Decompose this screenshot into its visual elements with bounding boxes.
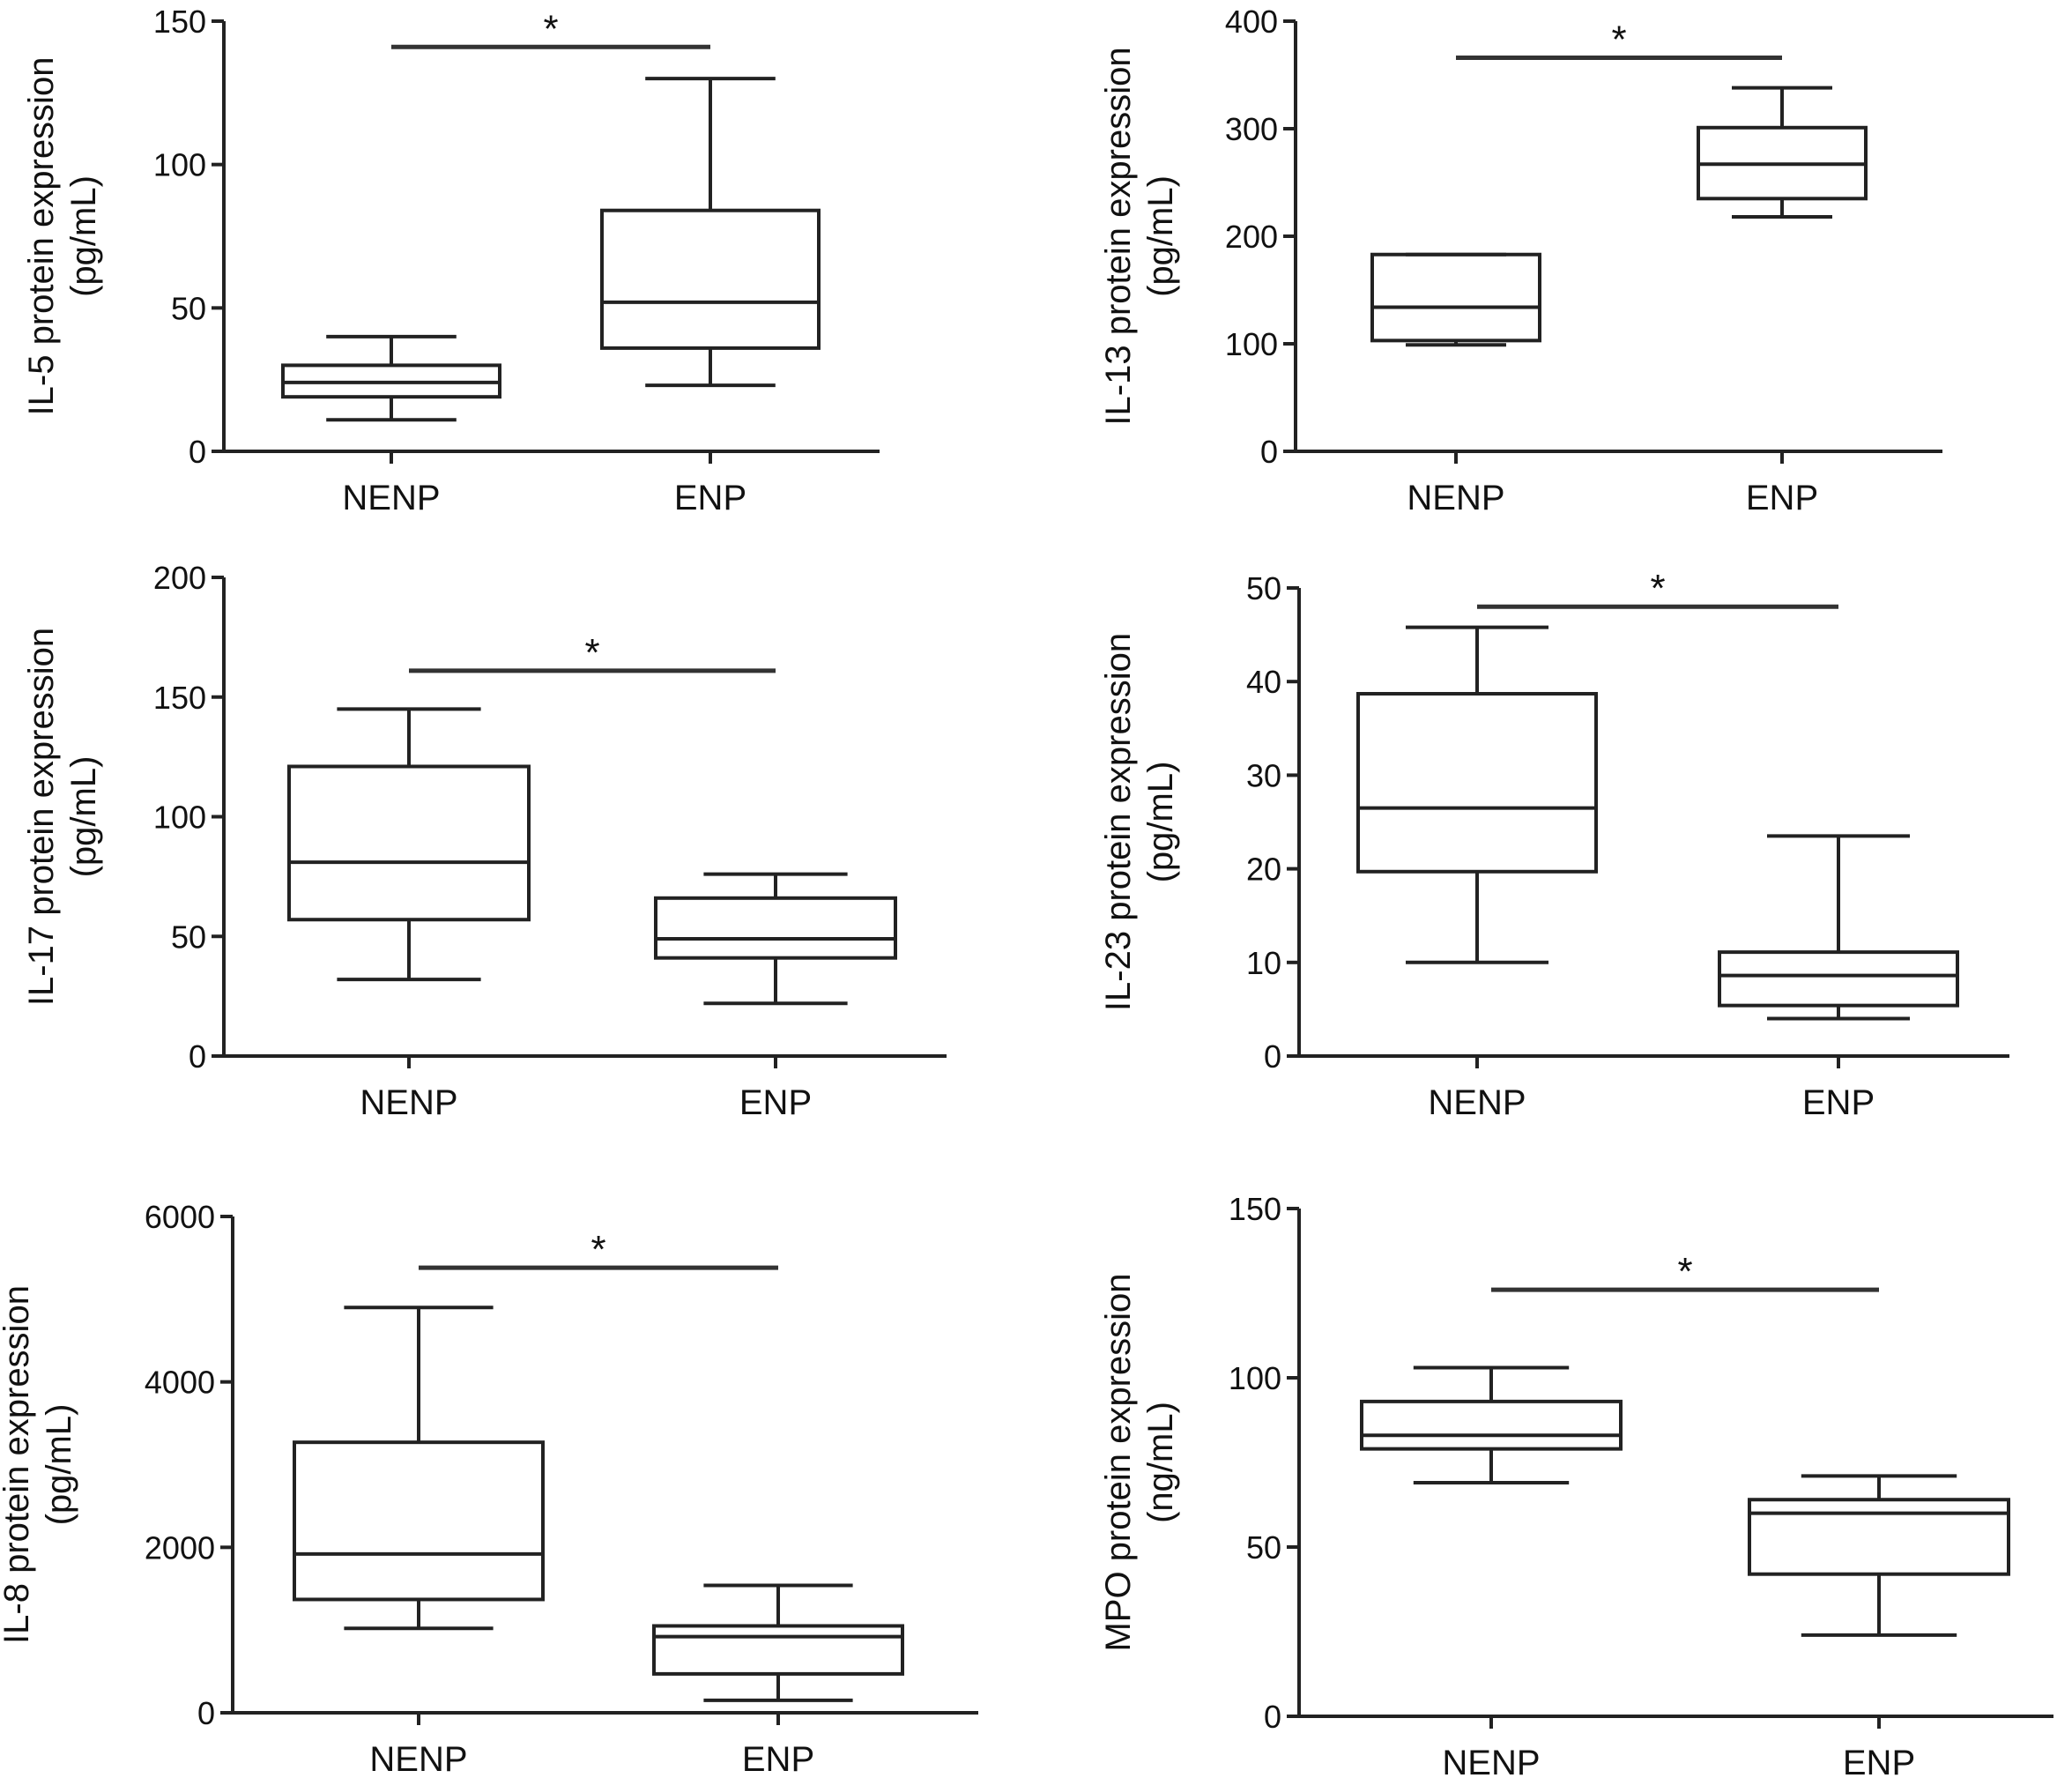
significance-star: * xyxy=(590,1228,605,1271)
y-tick-label: 400 xyxy=(1225,4,1278,40)
y-axis-label-line1: IL-8 protein expression xyxy=(0,1285,36,1644)
box-plot-enp xyxy=(1697,86,1868,219)
box-iqr xyxy=(1356,692,1598,874)
box-iqr xyxy=(1360,1399,1623,1451)
box-iqr xyxy=(600,208,821,350)
y-axis-label-line1: IL-5 protein expression xyxy=(22,57,61,416)
chart-panel: 0 50 100 150 NENP ENP * MPO protein expression(… xyxy=(1099,1191,2053,1778)
chart-panel: 0 2000 4000 6000 NENP ENP * IL-8 protein expres… xyxy=(0,1199,978,1778)
y-tick-label: 100 xyxy=(1225,326,1278,362)
y-tick-label: 0 xyxy=(197,1695,215,1731)
box-iqr xyxy=(1718,950,1959,1008)
significance-star: * xyxy=(1611,18,1626,61)
box-plot-enp xyxy=(654,872,897,1006)
y-tick-label: 100 xyxy=(1229,1360,1281,1396)
y-axis-label-line2: (ng/mL) xyxy=(1141,1402,1180,1523)
y-axis-label: IL-13 protein expression (pg/mL) xyxy=(1099,47,1180,425)
y-tick-label: 4000 xyxy=(145,1365,215,1401)
y-axis-label-line2: (pg/mL) xyxy=(1141,175,1180,297)
box-plot-nenp xyxy=(293,1306,545,1631)
y-tick-label: 0 xyxy=(189,434,206,470)
y-tick-label: 40 xyxy=(1246,664,1281,700)
x-category-label: NENP xyxy=(360,1083,457,1122)
box-plot-enp xyxy=(1748,1474,2010,1637)
box-iqr xyxy=(1370,252,1541,343)
x-category-label: NENP xyxy=(1442,1744,1540,1778)
box-plot-nenp xyxy=(1370,252,1541,347)
y-tick-label: 200 xyxy=(153,560,206,596)
y-axis-label-line2: (pg/mL) xyxy=(1141,762,1180,883)
y-tick-label: 0 xyxy=(189,1038,206,1075)
y-axis-label: IL-17 protein expression (pg/mL) xyxy=(22,628,103,1006)
y-tick-label: 150 xyxy=(153,680,206,716)
y-tick-label: 10 xyxy=(1246,945,1281,981)
chart-panel: 0 100 200 300 400 NENP ENP * IL-13 protein expre… xyxy=(1099,4,1942,517)
y-axis-label: MPO protein expression (ng/mL) xyxy=(1099,1273,1180,1651)
y-tick-label: 150 xyxy=(1229,1191,1281,1227)
box-iqr xyxy=(654,896,897,960)
y-tick-label: 0 xyxy=(1264,1699,1281,1735)
box-iqr xyxy=(652,1624,904,1676)
y-tick-label: 0 xyxy=(1264,1038,1281,1075)
significance-star: * xyxy=(1677,1250,1692,1293)
y-tick-label: 20 xyxy=(1246,852,1281,888)
box-plot-nenp xyxy=(1360,1365,1623,1485)
y-axis-label-line1: IL-13 protein expression xyxy=(1099,47,1138,425)
x-category-label: NENP xyxy=(1407,479,1504,517)
x-category-label: NENP xyxy=(342,479,440,517)
y-tick-label: 100 xyxy=(153,800,206,836)
box-plot-nenp xyxy=(287,707,531,982)
y-axis-label-line1: IL-17 protein expression xyxy=(22,628,61,1006)
y-tick-label: 30 xyxy=(1246,757,1281,793)
x-category-label: ENP xyxy=(1802,1083,1875,1122)
y-tick-label: 0 xyxy=(1260,434,1278,470)
box-iqr xyxy=(293,1440,545,1602)
y-tick-label: 50 xyxy=(171,290,206,326)
y-tick-label: 150 xyxy=(153,4,206,40)
y-axis-label: IL-23 protein expression (pg/mL) xyxy=(1099,633,1180,1011)
box-iqr xyxy=(1748,1498,2010,1576)
x-category-label: NENP xyxy=(369,1740,467,1778)
x-category-label: ENP xyxy=(739,1083,812,1122)
y-tick-label: 200 xyxy=(1225,219,1278,255)
y-axis-label: IL-5 protein expression (pg/mL) xyxy=(22,57,103,416)
box-iqr xyxy=(287,764,531,922)
x-category-label: ENP xyxy=(1746,479,1818,517)
x-category-label: NENP xyxy=(1428,1083,1526,1122)
x-category-label: ENP xyxy=(674,479,746,517)
significance-star: * xyxy=(543,7,558,50)
significance-star: * xyxy=(584,631,599,674)
y-axis-label-line2: (pg/mL) xyxy=(40,1404,78,1526)
y-tick-label: 100 xyxy=(153,147,206,183)
y-tick-label: 50 xyxy=(1246,1529,1281,1566)
significance-star: * xyxy=(1650,567,1665,610)
chart-panel: 0 50 100 150 200 NENP ENP * IL-17 protein expres… xyxy=(22,560,947,1122)
chart-panel: 0 50 100 150 NENP ENP * IL-5 protein expression… xyxy=(22,4,880,517)
box-plot-nenp xyxy=(281,334,501,422)
box-plot-enp xyxy=(652,1583,904,1702)
y-axis-label: IL-8 protein expression (pg/mL) xyxy=(0,1285,78,1644)
y-tick-label: 50 xyxy=(171,919,206,955)
y-tick-label: 2000 xyxy=(145,1529,215,1566)
box-plot-enp xyxy=(1718,834,1959,1021)
y-tick-label: 50 xyxy=(1246,570,1281,606)
box-plot-enp xyxy=(600,77,821,388)
y-axis-label-line2: (pg/mL) xyxy=(64,756,103,878)
y-axis-label-line2: (pg/mL) xyxy=(64,175,103,297)
y-tick-label: 6000 xyxy=(145,1199,215,1235)
x-category-label: ENP xyxy=(742,1740,814,1778)
x-category-label: ENP xyxy=(1843,1744,1915,1778)
y-tick-label: 300 xyxy=(1225,111,1278,147)
chart-panel: 0 10 20 30 40 50 NENP ENP * IL-23 protein express… xyxy=(1099,567,2009,1122)
box-plot-nenp xyxy=(1356,625,1598,964)
y-axis-label-line1: MPO protein expression xyxy=(1099,1273,1138,1651)
y-axis-label-line1: IL-23 protein expression xyxy=(1099,633,1138,1011)
